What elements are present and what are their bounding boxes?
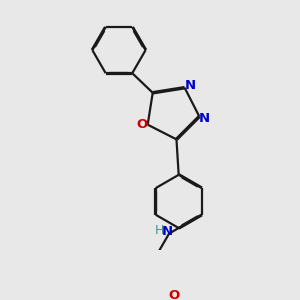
Text: N: N [184,79,196,92]
Text: N: N [161,225,172,238]
Text: O: O [168,289,179,300]
Text: N: N [199,112,210,125]
Text: H: H [154,224,164,236]
Text: O: O [137,118,148,131]
